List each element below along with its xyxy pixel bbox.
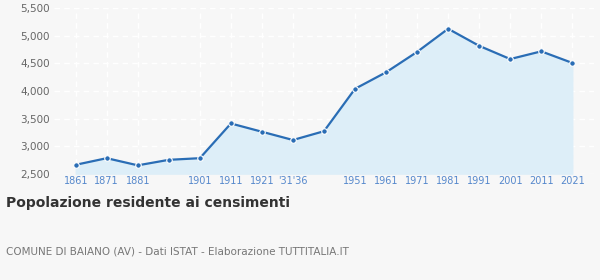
Point [288,138,298,142]
Point [505,57,515,61]
Point [226,121,236,126]
Point [412,50,422,54]
Point [475,44,484,48]
Point [536,49,546,53]
Text: Popolazione residente ai censimenti: Popolazione residente ai censimenti [6,196,290,210]
Point [381,70,391,74]
Point [102,156,112,160]
Point [164,158,173,162]
Point [319,129,329,134]
Text: COMUNE DI BAIANO (AV) - Dati ISTAT - Elaborazione TUTTITALIA.IT: COMUNE DI BAIANO (AV) - Dati ISTAT - Ela… [6,246,349,256]
Point [568,61,577,65]
Point [443,27,453,31]
Point [257,130,267,134]
Point [350,87,360,91]
Point [71,163,80,167]
Point [133,163,143,167]
Point [195,156,205,160]
